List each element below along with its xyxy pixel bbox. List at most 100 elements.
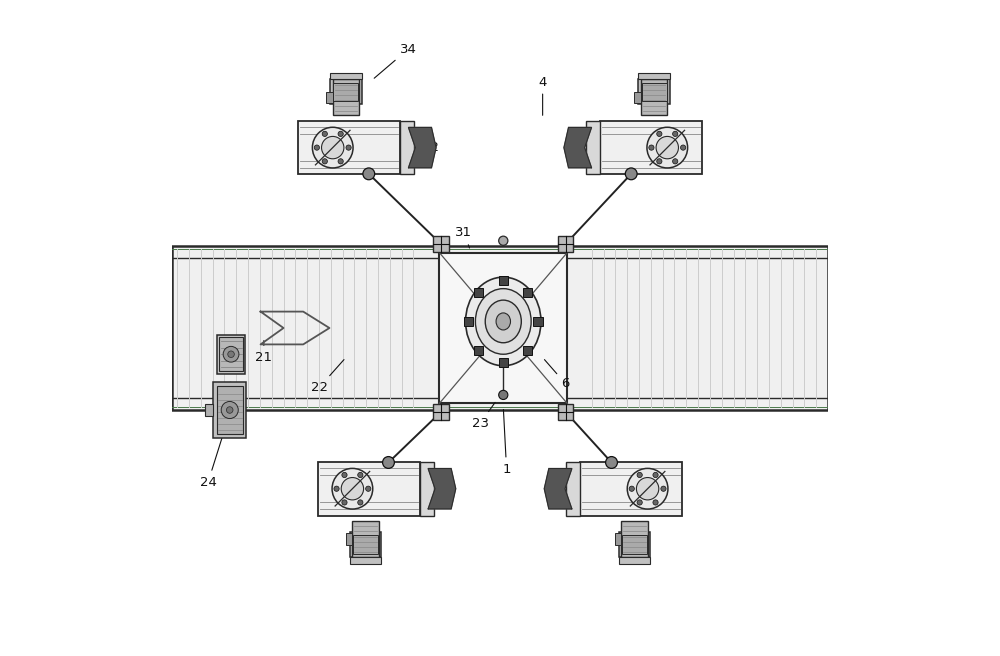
Circle shape (322, 136, 344, 159)
Circle shape (358, 472, 363, 478)
Circle shape (346, 145, 351, 150)
Bar (499, 276, 508, 285)
Circle shape (332, 468, 373, 509)
Circle shape (223, 346, 239, 362)
Bar (533, 317, 543, 326)
Circle shape (226, 407, 233, 413)
Text: 33: 33 (358, 128, 407, 141)
Text: 32: 32 (418, 141, 440, 154)
Polygon shape (544, 468, 572, 509)
Bar (566, 462, 580, 516)
Text: 6: 6 (544, 359, 570, 390)
Circle shape (657, 131, 662, 136)
Circle shape (673, 159, 678, 164)
Circle shape (228, 351, 234, 358)
Circle shape (322, 159, 327, 164)
Text: 23: 23 (472, 402, 495, 430)
Bar (330, 79, 362, 104)
Bar (558, 236, 573, 252)
Bar (433, 404, 449, 420)
Bar (217, 386, 243, 434)
Circle shape (647, 127, 688, 168)
Bar (346, 533, 352, 544)
Circle shape (636, 478, 659, 500)
Bar (318, 462, 420, 516)
Bar (420, 462, 434, 516)
Bar (642, 83, 667, 101)
Circle shape (358, 500, 363, 505)
Text: 31: 31 (455, 226, 472, 248)
Bar (172, 246, 828, 410)
Polygon shape (408, 127, 436, 168)
Ellipse shape (485, 300, 521, 342)
Bar (474, 346, 483, 355)
Circle shape (383, 457, 394, 468)
Circle shape (653, 500, 658, 505)
Circle shape (499, 236, 508, 245)
Bar (619, 532, 650, 557)
Bar (638, 73, 670, 79)
Text: 1: 1 (502, 409, 511, 476)
Bar (333, 83, 358, 101)
Bar (615, 533, 621, 544)
Circle shape (499, 390, 508, 400)
Circle shape (627, 468, 668, 509)
Circle shape (338, 159, 343, 164)
Circle shape (435, 406, 447, 418)
Circle shape (625, 168, 637, 180)
Text: 34: 34 (374, 43, 417, 78)
Circle shape (653, 472, 658, 478)
Bar (353, 535, 378, 554)
Bar (433, 236, 449, 252)
Bar (219, 337, 243, 371)
Bar (298, 121, 400, 174)
Circle shape (435, 238, 447, 250)
Text: 4: 4 (538, 75, 547, 115)
Bar (333, 79, 359, 115)
Circle shape (221, 401, 238, 419)
Bar (205, 404, 213, 416)
Bar (622, 535, 647, 554)
Bar (474, 288, 483, 297)
Circle shape (334, 486, 339, 491)
Circle shape (637, 472, 642, 478)
Circle shape (341, 478, 364, 500)
Circle shape (338, 131, 343, 136)
Circle shape (322, 131, 327, 136)
Circle shape (673, 131, 678, 136)
Text: 24: 24 (200, 416, 229, 489)
Circle shape (656, 136, 678, 159)
Bar (641, 79, 667, 115)
Circle shape (366, 486, 371, 491)
Circle shape (314, 145, 319, 150)
Text: 22: 22 (311, 359, 344, 394)
Polygon shape (428, 468, 456, 509)
Bar (621, 521, 648, 557)
Bar (523, 346, 532, 355)
Circle shape (681, 145, 686, 150)
Bar (634, 92, 641, 104)
Bar (558, 404, 573, 420)
Ellipse shape (475, 289, 531, 354)
Bar (523, 288, 532, 297)
Circle shape (560, 406, 572, 418)
Bar (217, 335, 245, 374)
Bar (326, 92, 333, 104)
Ellipse shape (466, 277, 541, 366)
Circle shape (606, 457, 617, 468)
Bar (638, 79, 670, 104)
Bar (580, 462, 682, 516)
Bar (499, 358, 508, 367)
Circle shape (363, 168, 375, 180)
Bar (600, 121, 702, 174)
Circle shape (342, 500, 347, 505)
Circle shape (342, 472, 347, 478)
Bar (350, 557, 381, 564)
Bar (350, 532, 381, 557)
Circle shape (649, 145, 654, 150)
Bar (213, 382, 246, 438)
Polygon shape (564, 127, 592, 168)
Circle shape (629, 486, 634, 491)
Circle shape (657, 159, 662, 164)
Text: 21: 21 (255, 340, 272, 364)
